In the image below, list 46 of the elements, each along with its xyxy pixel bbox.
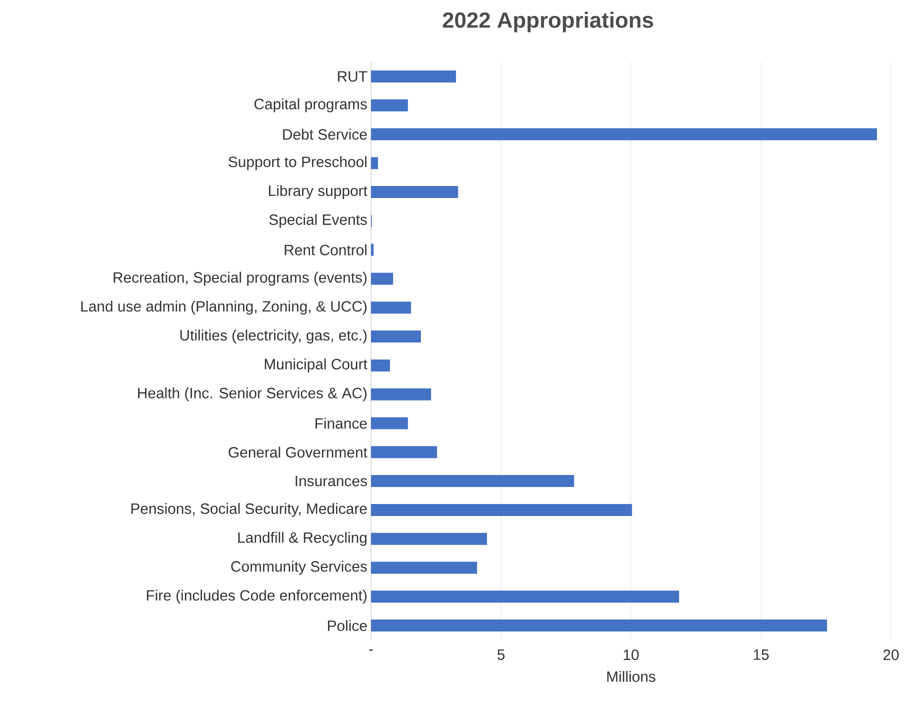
y-tick-label: RUT xyxy=(338,71,368,82)
bar xyxy=(371,417,408,430)
x-tick-label: 10 xyxy=(624,650,639,660)
bar xyxy=(371,475,574,488)
x-tick-label: - xyxy=(369,650,373,651)
y-tick-label: Fire (includes Code enforcement) xyxy=(146,590,367,604)
y-tick-label: General Government xyxy=(228,446,368,458)
bar xyxy=(371,244,374,256)
y-tick-label: Municipal Court xyxy=(264,358,368,372)
chart-title: 2022 Appropriations xyxy=(442,12,654,32)
y-tick-label: Recreation, Special programs (events) xyxy=(114,272,367,286)
y-tick-label: Library support xyxy=(269,185,368,200)
y-tick-label: Finance xyxy=(316,418,367,429)
y-tick-label: Health (Inc. Senior Services & AC) xyxy=(138,387,367,402)
y-tick-label: Rent Control xyxy=(284,244,366,256)
y-tick-label: Utilities (electricity, gas, etc.) xyxy=(180,330,367,344)
bar xyxy=(371,186,458,198)
bar xyxy=(371,330,421,343)
y-tick-label: Police xyxy=(328,620,367,632)
bar xyxy=(371,302,412,314)
x-tick-label: 5 xyxy=(497,650,505,660)
bar xyxy=(371,590,680,603)
x-tick-label: 20 xyxy=(883,650,899,660)
y-tick-label: Capital programs xyxy=(254,98,367,112)
y-tick-label: Pensions, Social Security, Medicare xyxy=(131,502,367,517)
bar xyxy=(371,562,478,574)
bar xyxy=(371,359,390,372)
bar xyxy=(371,157,378,170)
bar xyxy=(371,70,456,82)
y-tick-label: Land use admin (Planning, Zoning, & UCC) xyxy=(81,300,366,315)
bar xyxy=(371,504,632,516)
bar xyxy=(371,620,828,632)
x-tick-label: 15 xyxy=(754,650,769,660)
bar xyxy=(371,532,487,545)
bar xyxy=(371,128,877,140)
bar xyxy=(371,388,432,400)
y-tick-label: Landfill & Recycling xyxy=(238,532,366,546)
y-tick-label: Community Services xyxy=(231,560,367,575)
x-axis-title: Millions xyxy=(607,670,656,682)
y-tick-label: Insurances xyxy=(296,476,367,486)
y-tick-label: Special Events xyxy=(269,214,367,228)
y-tick-label: Debt Service xyxy=(283,128,367,140)
bar xyxy=(371,99,408,112)
bar xyxy=(371,446,438,458)
bar xyxy=(371,272,394,285)
y-tick-label: Support to Preschool xyxy=(228,156,366,170)
